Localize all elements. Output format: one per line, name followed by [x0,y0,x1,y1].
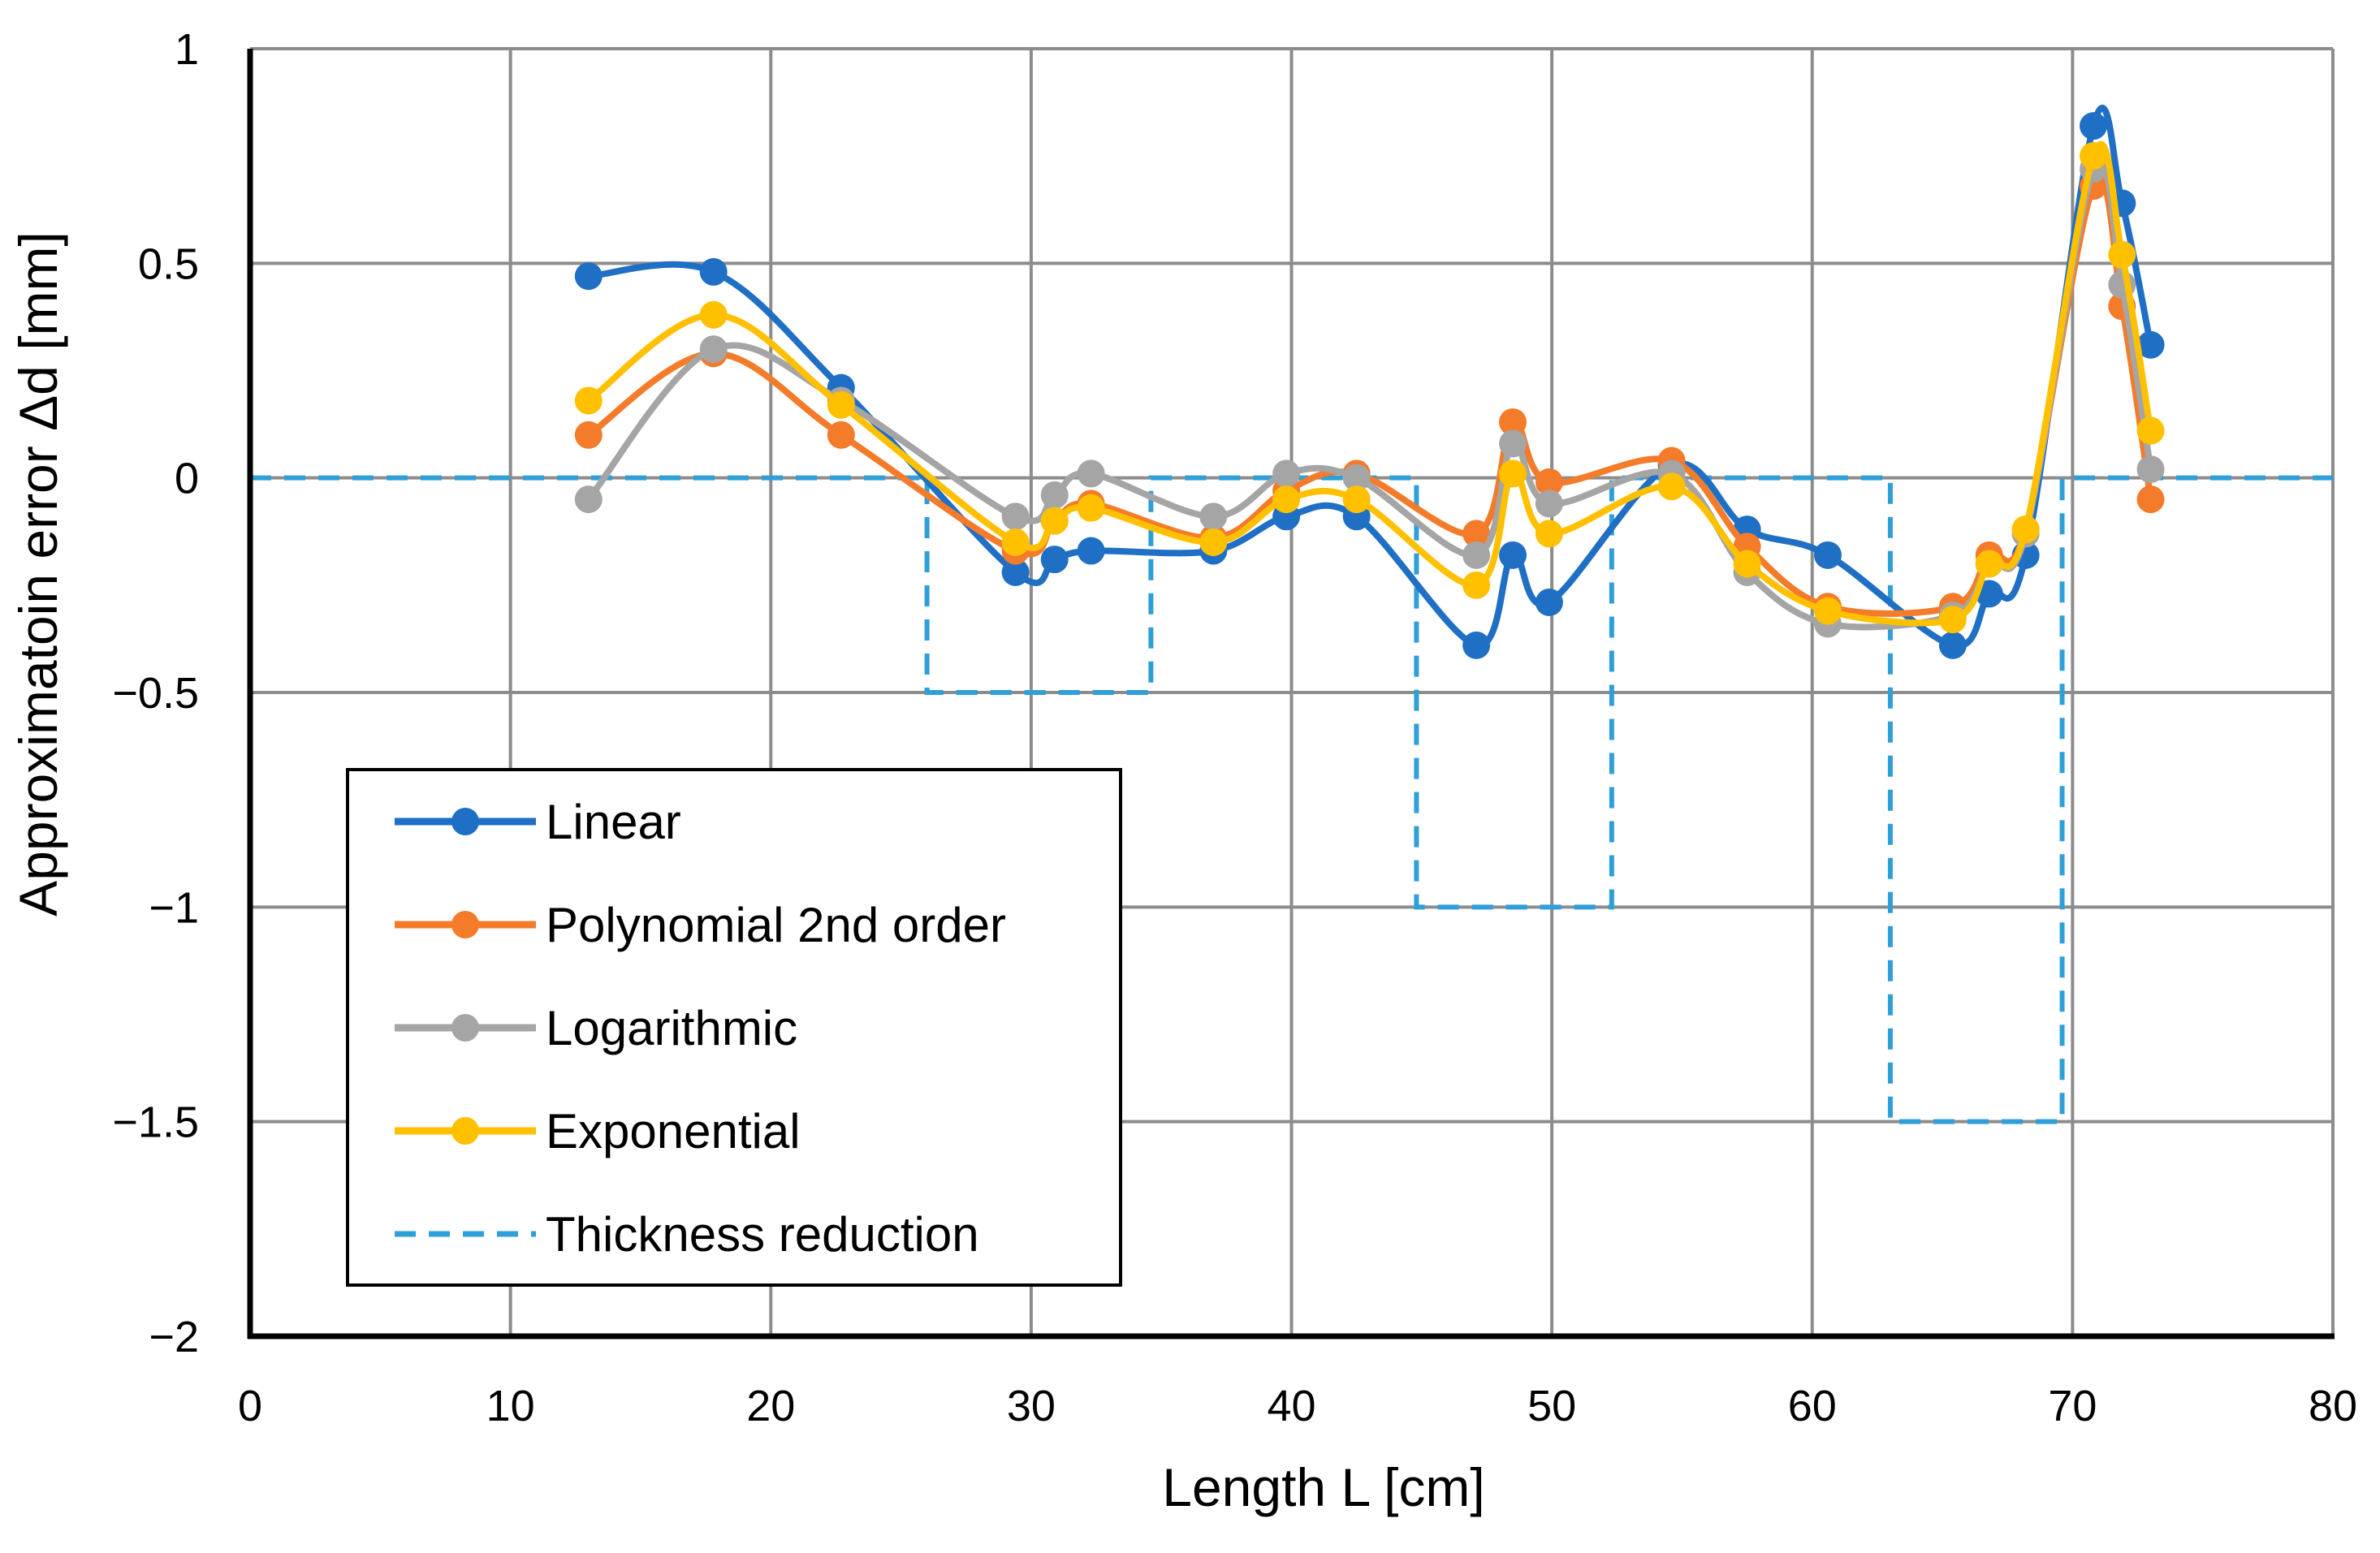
x-tick-label: 0 [238,1382,262,1430]
y-tick-label: −0.5 [112,669,199,718]
data-point-exponential [2108,240,2136,269]
legend-marker-logarithmic [451,1014,479,1042]
y-axis-title: Approximatoin error Δd [mm] [8,231,68,917]
series-line-polynomial-2nd-order [586,175,2154,617]
data-point-exponential [2011,516,2040,544]
data-point-exponential [827,390,855,419]
y-tick-label: −2 [149,1313,199,1361]
data-point-exponential [1342,485,1371,514]
data-point-polynomial-2nd-order [1535,468,1563,496]
data-point-linear [1462,631,1491,659]
x-tick-label: 70 [2048,1382,2097,1430]
data-point-linear [1040,546,1069,574]
data-point-linear [2136,330,2165,359]
tick-labels: 0 10 20 30 40 50 60 70 80 1 0.5 0 −0.5 −1 −1.5 −2 [112,25,2357,1430]
series-line-exponential [586,140,2154,627]
data-point-exponential [1657,472,1686,501]
y-tick-label: 1 [175,25,199,74]
y-tick-label: −1.5 [112,1098,199,1147]
data-point-logarithmic [1499,429,1527,458]
y-tick-label: 0 [175,455,199,503]
legend-marker-polynomial-2nd-order [451,911,479,938]
thickness-reduction-line [250,475,2333,1124]
data-point-exponential [1938,606,1967,634]
data-point-exponential [1199,528,1228,556]
data-point-exponential [1077,494,1105,522]
data-point-exponential [1733,550,1761,578]
x-tick-label: 60 [1788,1382,1837,1430]
legend-marker-exponential [451,1117,479,1145]
data-point-logarithmic [699,335,728,364]
x-tick-label: 80 [2309,1382,2357,1430]
data-point-exponential [2136,416,2165,445]
data-point-polynomial-2nd-order [827,421,855,449]
x-tick-label: 30 [1007,1382,1056,1430]
data-point-logarithmic [1199,503,1228,531]
data-point-linear [699,257,728,286]
data-point-logarithmic [1342,464,1371,492]
data-point-polynomial-2nd-order [1499,408,1527,436]
data-point-linear [1535,588,1563,616]
data-point-logarithmic [574,485,603,514]
data-point-exponential [1499,459,1527,488]
legend-label-logarithmic: Logarithmic [546,1001,797,1055]
legend-marker-linear [451,808,479,835]
x-tick-label: 20 [746,1382,795,1430]
x-tick-label: 40 [1267,1382,1315,1430]
data-point-polynomial-2nd-order [2136,485,2165,514]
legend-label-exponential: Exponential [546,1104,801,1158]
data-point-linear [1001,558,1030,586]
series-exponential [574,140,2165,634]
y-tick-label: −1 [149,883,199,932]
data-point-exponential [1813,597,1842,625]
x-tick-label: 10 [486,1382,535,1430]
data-point-logarithmic [1040,481,1069,509]
data-point-linear [1813,541,1842,569]
data-point-linear [2080,112,2108,140]
data-point-exponential [699,300,728,329]
legend-label-thickness-reduction: Thickness reduction [546,1207,979,1262]
legend: Linear Polynomial 2nd order Logarithmic Exp… [346,768,1122,1287]
data-point-exponential [1535,520,1563,548]
data-point-exponential [1040,507,1069,535]
data-point-exponential [1001,528,1030,556]
data-point-exponential [574,386,603,415]
data-point-logarithmic [1462,541,1491,569]
legend-label-linear: Linear [546,795,681,849]
data-point-exponential [1272,485,1301,514]
data-point-linear [1938,631,1967,659]
series-logarithmic [574,155,2165,638]
data-point-polynomial-2nd-order [574,421,603,449]
data-point-exponential [2080,142,2108,170]
x-axis-title: Length L [cm] [1162,1457,1484,1517]
x-tick-label: 50 [1527,1382,1576,1430]
thickness-reduction-layer [250,475,2333,1124]
legend-label-polynomial-2nd-order: Polynomial 2nd order [546,898,1006,952]
data-point-logarithmic [2136,455,2165,484]
data-point-linear [574,262,603,291]
data-point-exponential [1462,571,1491,599]
series-polynomial-2nd-order [574,172,2165,621]
data-point-exponential [1975,550,2003,578]
data-point-logarithmic [1001,503,1030,531]
axes [247,49,2335,1339]
data-point-logarithmic [1077,459,1105,488]
data-point-linear [1499,541,1527,569]
series-layer [574,105,2165,659]
series-line-linear [588,105,2154,649]
data-point-polynomial-2nd-order [1462,520,1491,548]
y-tick-label: 0.5 [138,239,199,288]
data-point-logarithmic [1272,459,1301,488]
data-point-linear [1077,537,1105,565]
data-point-logarithmic [1535,490,1563,518]
